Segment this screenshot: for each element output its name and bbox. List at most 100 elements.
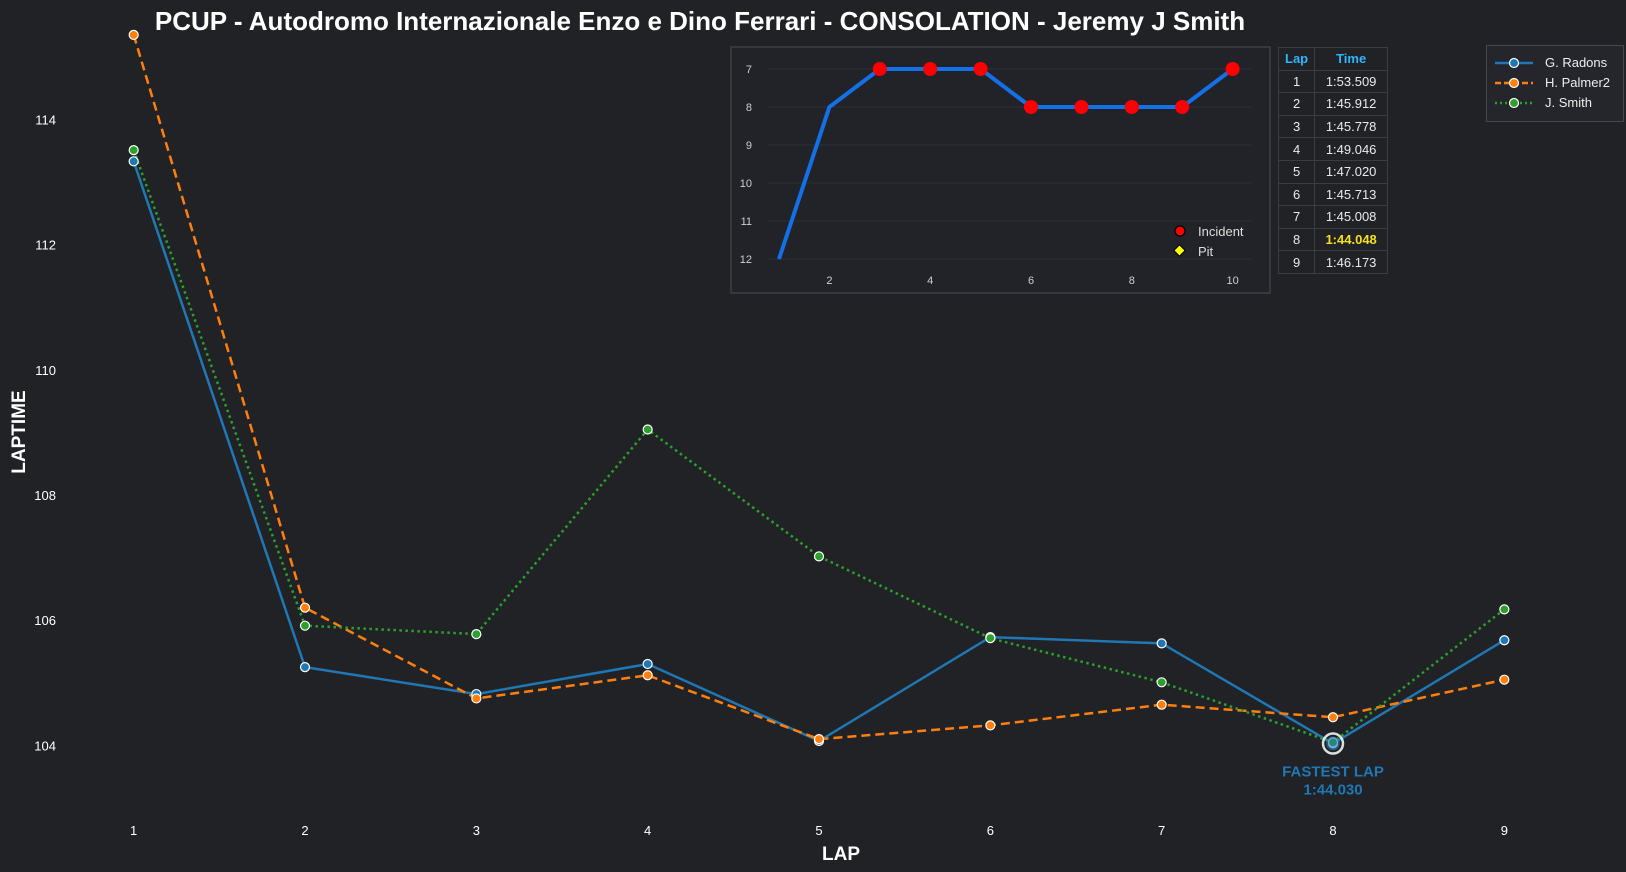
data-point (128, 156, 139, 167)
data-point (128, 29, 139, 40)
data-point (1156, 638, 1167, 649)
incident-marker (973, 62, 988, 76)
lap-number-cell: 8 (1277, 227, 1316, 252)
legend-swatch (1495, 77, 1533, 89)
chart-title: PCUP - Autodromo Internazionale Enzo e D… (155, 6, 1245, 36)
data-point (128, 145, 139, 156)
lap-number-cell: 3 (1277, 114, 1316, 139)
data-point (1499, 635, 1510, 646)
incident-marker (872, 62, 887, 76)
incident-legend-label: Incident (1198, 224, 1244, 239)
incident-marker (1225, 62, 1240, 76)
y-axis-label: LAPTIME (9, 390, 30, 473)
legend-label: H. Palmer2 (1545, 75, 1611, 90)
data-point (642, 424, 653, 435)
pit-legend-label: Pit (1198, 244, 1214, 259)
fastest-lap-time: 1:44.030 (1303, 782, 1362, 799)
inset-y-tick-label: 12 (740, 254, 752, 266)
lap-number-cell: 7 (1277, 205, 1316, 229)
lap-number-cell: 9 (1277, 250, 1316, 274)
data-point (642, 658, 653, 670)
legend-label: G. Radons (1545, 55, 1608, 70)
table-row: 3 1:45.778 (1277, 114, 1389, 139)
lap-time-cell: 1:53.509 (1314, 69, 1389, 94)
data-point (813, 734, 825, 745)
incident-legend-icon (1174, 225, 1186, 237)
data-point (299, 662, 311, 673)
x-tick-label: 1 (130, 823, 137, 838)
position-inset: 7 8 9 10 11 12 2 4 6 8 10 Incident Pit (730, 46, 1271, 294)
table-row: 1 1:53.509 (1277, 69, 1389, 94)
data-point (1156, 699, 1167, 710)
x-axis-label: LAP (822, 844, 860, 865)
incident-marker (1024, 100, 1038, 114)
y-tick-label: 108 (34, 488, 56, 503)
x-tick-label: 6 (987, 823, 994, 838)
legend-swatch (1495, 97, 1533, 109)
lap-number-cell: 6 (1277, 182, 1316, 207)
data-point (471, 693, 482, 704)
lap-time-cell: 1:47.020 (1314, 159, 1389, 184)
data-point (1499, 674, 1510, 685)
data-point (813, 551, 825, 562)
position-line (777, 67, 1234, 260)
x-tick-label: 4 (644, 823, 651, 838)
table-row: 6 1:45.713 (1277, 182, 1389, 207)
x-tick-label: 5 (815, 823, 822, 838)
legend-label: J. Smith (1545, 95, 1592, 110)
x-tick-label: 3 (473, 823, 480, 838)
inset-x-tick-label: 4 (927, 275, 933, 287)
y-tick-label: 114 (35, 112, 56, 127)
lap-time-cell: 1:49.046 (1314, 137, 1389, 161)
incident-marker (923, 62, 938, 76)
y-tick-label: 104 (34, 738, 56, 753)
inset-y-tick-label: 8 (746, 102, 752, 114)
lap-time-cell: 1:45.778 (1314, 114, 1389, 139)
data-point (299, 620, 311, 631)
x-tick-label: 7 (1158, 823, 1165, 838)
fastest-lap-label: FASTEST LAP (1282, 764, 1384, 781)
lap-time-cell: 1:44.048 (1314, 227, 1389, 252)
legend-swatch (1495, 57, 1533, 69)
series-line-j-smith (132, 149, 1506, 744)
table-row: 8 1:44.048 (1277, 227, 1389, 252)
inset-y-tick-label: 11 (741, 216, 752, 228)
data-point (299, 602, 311, 613)
fastest-lap-marker (1321, 732, 1345, 755)
data-point (642, 670, 653, 681)
table-row: 2 1:45.912 (1277, 92, 1389, 116)
y-tick-label: 106 (34, 613, 56, 628)
table-row: 4 1:49.046 (1277, 137, 1389, 161)
inset-x-tick-label: 2 (826, 275, 832, 287)
x-tick-label: 8 (1329, 823, 1336, 838)
y-tick-label: 110 (35, 363, 56, 378)
lap-time-cell: 1:45.713 (1314, 182, 1389, 207)
x-tick-label: 2 (301, 823, 308, 838)
table-row: 9 1:46.173 (1277, 250, 1389, 274)
x-tick-label: 9 (1501, 823, 1508, 838)
lap-time-cell: 1:45.008 (1314, 205, 1389, 229)
data-point (471, 628, 482, 640)
table-header-cell: Time (1314, 47, 1389, 71)
lap-number-cell: 5 (1277, 159, 1316, 184)
table-header-cell: Lap (1277, 47, 1316, 71)
series-legend: G. Radons H. Palmer2 J. Smith (1486, 45, 1624, 122)
data-point (1156, 677, 1167, 688)
incident-marker (1175, 100, 1190, 114)
inset-x-tick-label: 10 (1226, 275, 1238, 287)
data-point (985, 720, 996, 731)
inset-x-tick-label: 8 (1129, 275, 1135, 287)
data-point (1499, 604, 1510, 615)
data-point (985, 633, 996, 644)
lap-number-cell: 4 (1277, 137, 1316, 161)
series-line-h-palmer2 (132, 34, 1505, 741)
lap-time-cell: 1:46.173 (1314, 250, 1389, 274)
fastest-lap-marker-core (1326, 736, 1340, 751)
lap-time-table: Lap Time 1 1:53.509 2 1:45.912 3 1:45.778 4 1:49… (1277, 47, 1389, 274)
lap-number-cell: 2 (1277, 92, 1316, 116)
data-point (1327, 712, 1339, 723)
y-tick-label: 112 (35, 238, 56, 253)
pit-legend-icon (1173, 244, 1186, 257)
